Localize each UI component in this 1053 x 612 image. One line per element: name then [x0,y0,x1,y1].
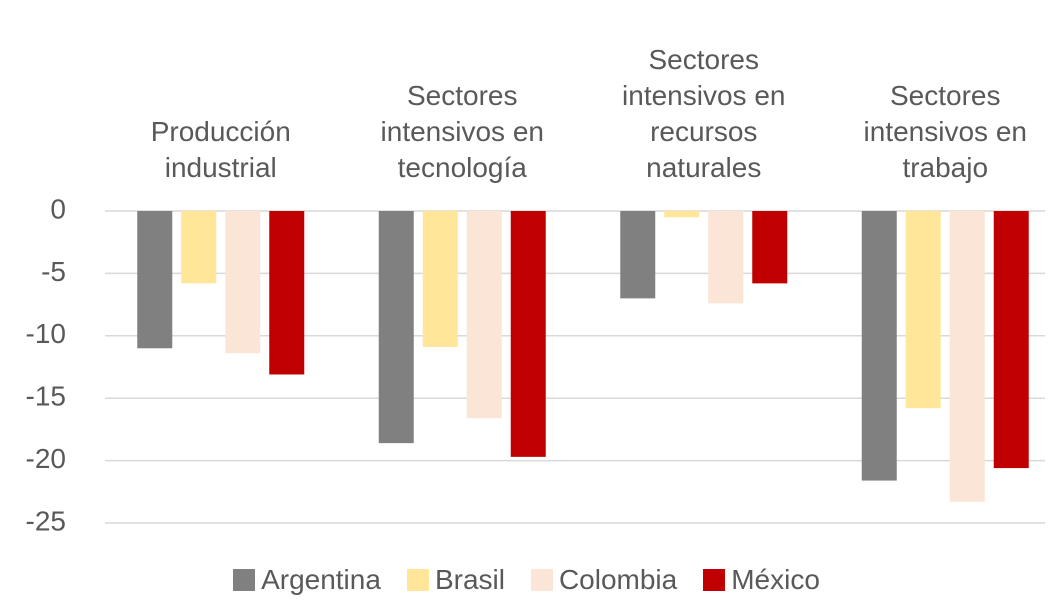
bar [422,211,458,348]
legend-swatch [233,569,256,591]
y-tick-label: -20 [26,443,66,474]
legend-swatch [406,569,429,591]
bar [993,211,1029,469]
bar [949,211,985,502]
legend-label: México [731,564,820,595]
bar [861,211,897,481]
legend-item: Colombia [530,564,678,596]
bar [181,211,217,284]
legend-swatch [703,569,726,591]
bar [269,211,305,375]
legend-item: Brasil [406,564,505,596]
legend-label: Colombia [558,564,678,595]
x-tick-label: Producción industrial [150,116,291,183]
bar [905,211,941,409]
bar [510,211,546,457]
legend-item: México [703,564,820,596]
bar [225,211,261,354]
y-tick-label: -15 [26,381,66,412]
bar [137,211,173,349]
x-tick-label: Sectores intensivos en tecnología [380,80,544,183]
bar [752,211,788,284]
y-tick-label: -5 [41,256,66,287]
y-tick-label: -10 [26,318,66,349]
bar [664,211,700,218]
bar [620,211,656,299]
bar [378,211,414,444]
legend-item: Argentina [233,564,381,596]
legend: Argentina Brasil Colombia México [0,564,1053,596]
legend-swatch [530,569,553,591]
bar [466,211,502,419]
y-tick-label: 0 [50,193,66,224]
y-tick-label: -25 [26,505,66,536]
bar [708,211,744,304]
legend-label: Argentina [261,564,381,595]
x-tick-label: Sectores intensivos en recursos naturale… [622,44,786,183]
x-tick-label: Sectores intensivos en trabajo [863,80,1027,183]
legend-label: Brasil [434,564,505,595]
